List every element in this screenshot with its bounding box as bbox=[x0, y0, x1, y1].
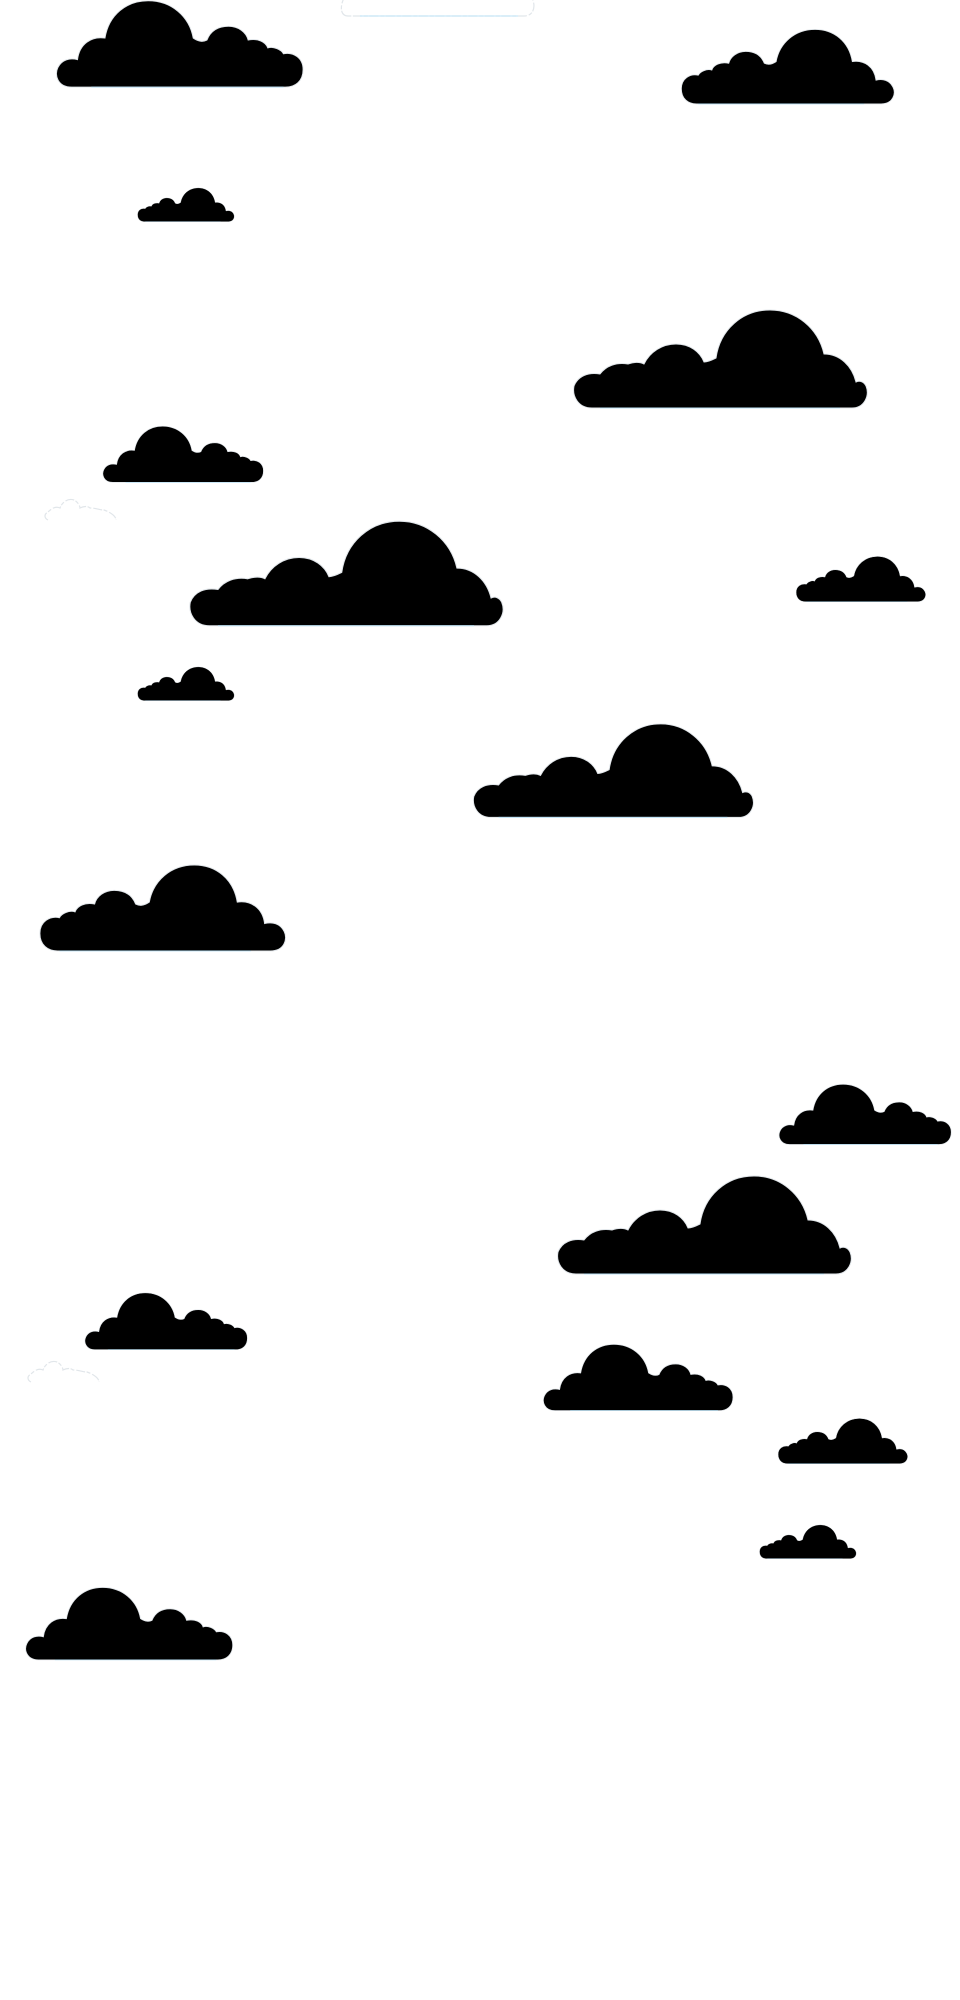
cloud-icon bbox=[776, 1412, 910, 1468]
cloud-icon bbox=[82, 1286, 250, 1354]
cloud-icon bbox=[136, 662, 236, 704]
cloud-icon bbox=[540, 1336, 736, 1416]
cloud-icon bbox=[44, 498, 117, 521]
cloud-icon bbox=[470, 706, 756, 822]
cloud-icon bbox=[340, 0, 535, 17]
cloud-icon bbox=[100, 420, 266, 486]
cloud-icon bbox=[36, 854, 290, 958]
cloud-icon bbox=[22, 1578, 236, 1666]
cloud-icon bbox=[52, 0, 307, 94]
cloud-icon bbox=[570, 292, 870, 412]
cloud-icon bbox=[554, 1158, 854, 1278]
cloud-icon bbox=[186, 502, 506, 630]
cloud-icon bbox=[758, 1520, 858, 1562]
cloud-icon bbox=[794, 550, 928, 606]
cloud-icon bbox=[678, 20, 898, 110]
cloud-icon bbox=[776, 1076, 954, 1150]
cloud-icon bbox=[27, 1360, 100, 1383]
cloud-icon bbox=[136, 184, 236, 224]
